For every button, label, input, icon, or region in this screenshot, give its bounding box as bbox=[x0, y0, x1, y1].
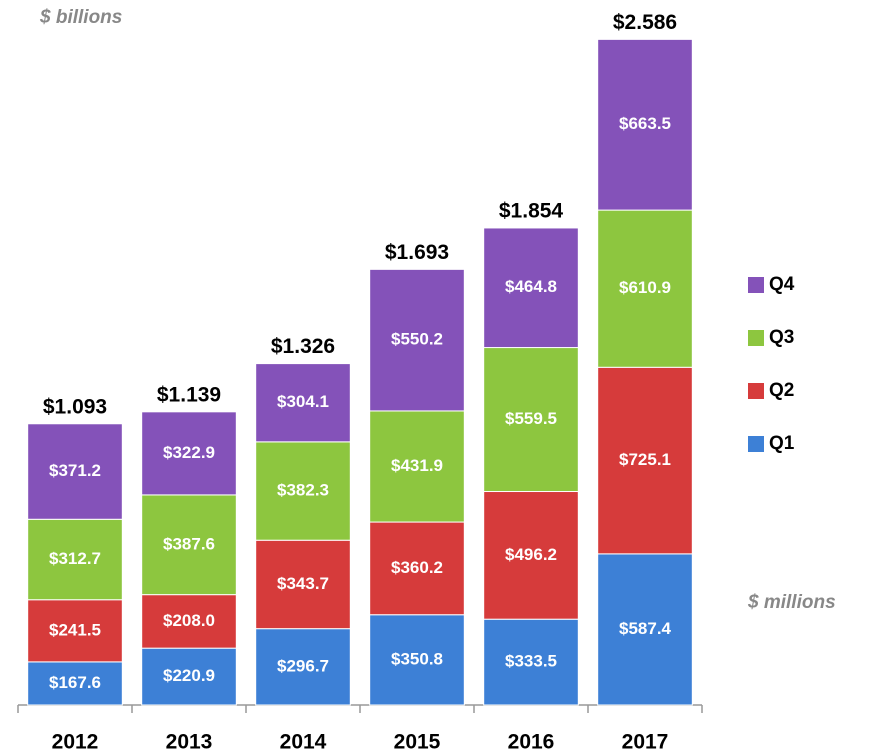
bar-segment bbox=[369, 614, 465, 706]
total-label: $2.586 bbox=[613, 11, 677, 34]
value-label: $371.2 bbox=[49, 461, 101, 480]
legend-label: Q1 bbox=[769, 433, 795, 454]
value-label: $382.3 bbox=[277, 481, 329, 500]
bar-segment bbox=[255, 539, 351, 630]
value-label: $322.9 bbox=[163, 443, 215, 462]
value-label: $725.1 bbox=[619, 450, 671, 469]
bar-segment bbox=[483, 347, 579, 493]
bar-segment bbox=[597, 366, 693, 555]
bar-segment bbox=[483, 618, 579, 706]
bar-segment bbox=[597, 553, 693, 706]
total-label: $1.693 bbox=[385, 241, 449, 264]
total-label: $1.854 bbox=[499, 199, 564, 222]
total-label: $1.326 bbox=[271, 335, 335, 358]
value-label: $464.8 bbox=[505, 277, 557, 296]
bar-segment bbox=[483, 227, 579, 349]
value-label: $241.5 bbox=[49, 620, 101, 639]
value-label: $360.2 bbox=[391, 558, 443, 577]
value-label: $550.2 bbox=[391, 330, 443, 349]
x-tick-label: 2013 bbox=[166, 731, 213, 754]
bar-segment bbox=[27, 518, 123, 601]
value-label: $343.7 bbox=[277, 574, 329, 593]
total-label: $1.093 bbox=[43, 395, 107, 418]
value-label: $312.7 bbox=[49, 549, 101, 568]
value-label: $431.9 bbox=[391, 456, 443, 475]
x-tick-label: 2012 bbox=[52, 731, 99, 754]
value-label: $350.8 bbox=[391, 649, 443, 668]
x-tick-label: 2015 bbox=[394, 731, 441, 754]
legend-swatch bbox=[748, 277, 764, 293]
value-label: $387.6 bbox=[163, 534, 215, 553]
bar-segment bbox=[597, 38, 693, 211]
value-label: $496.2 bbox=[505, 545, 557, 564]
legend-label: Q2 bbox=[769, 380, 794, 401]
value-label: $296.7 bbox=[277, 656, 329, 675]
value-label: $167.6 bbox=[49, 673, 101, 692]
bar-segment bbox=[597, 209, 693, 368]
bar-segment bbox=[141, 647, 237, 706]
bar-segment bbox=[483, 491, 579, 620]
legend-label: Q3 bbox=[769, 327, 794, 348]
legend-swatch bbox=[748, 436, 764, 452]
x-tick-label: 2017 bbox=[622, 731, 669, 754]
bar-segment bbox=[27, 599, 123, 663]
legend-label: Q4 bbox=[769, 274, 795, 295]
value-label: $559.5 bbox=[505, 409, 557, 428]
x-tick-label: 2016 bbox=[508, 731, 555, 754]
bar-segment bbox=[141, 411, 237, 496]
bar-segment bbox=[255, 363, 351, 443]
bar-segment bbox=[27, 423, 123, 520]
value-label: $208.0 bbox=[163, 611, 215, 630]
unit-note: $ millions bbox=[747, 592, 836, 613]
unit-note: $ billions bbox=[39, 7, 122, 28]
value-label: $333.5 bbox=[505, 652, 557, 671]
legend-swatch bbox=[748, 330, 764, 346]
bar-segment bbox=[369, 410, 465, 523]
bar-segment bbox=[255, 441, 351, 541]
x-tick-label: 2014 bbox=[280, 731, 327, 754]
bar-segment bbox=[255, 628, 351, 706]
legend-swatch bbox=[748, 383, 764, 399]
bar-segment bbox=[27, 661, 123, 706]
value-label: $663.5 bbox=[619, 114, 671, 133]
value-label: $220.9 bbox=[163, 666, 215, 685]
total-label: $1.139 bbox=[157, 383, 221, 406]
value-label: $304.1 bbox=[277, 392, 329, 411]
value-label: $610.9 bbox=[619, 278, 671, 297]
value-label: $587.4 bbox=[619, 619, 672, 638]
bar-segment bbox=[369, 268, 465, 412]
